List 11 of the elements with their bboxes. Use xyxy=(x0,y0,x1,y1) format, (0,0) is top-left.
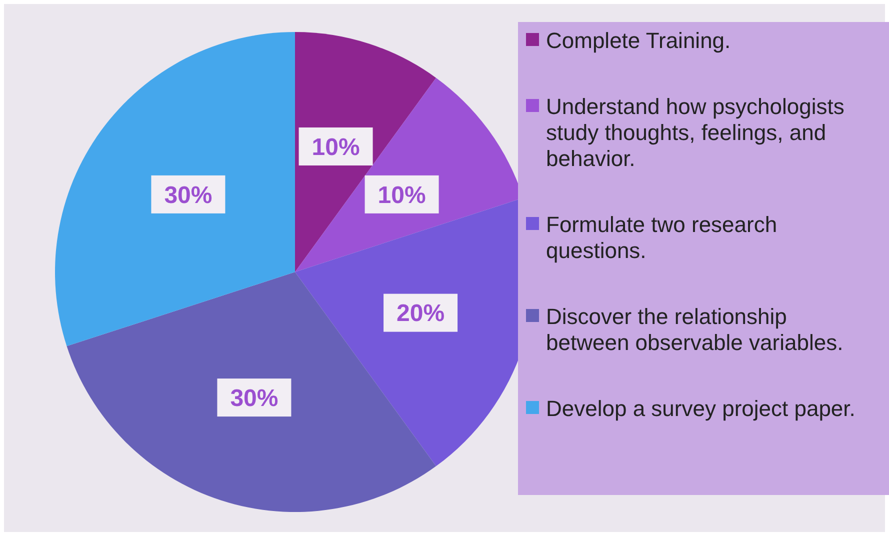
data-label: 20% xyxy=(396,300,445,328)
data-label: 30% xyxy=(164,182,212,209)
legend-label: Complete Training. xyxy=(546,28,731,53)
data-label: 30% xyxy=(230,384,278,412)
data-label: 10% xyxy=(312,134,360,161)
legend-label: Formulate two research questions. xyxy=(546,212,778,263)
legend-label: Understand how psychologists study thoughts, feelings, and behavior. xyxy=(546,94,844,171)
data-label: 10% xyxy=(378,182,426,209)
legend-label: Discover the relationship between observable variables. xyxy=(546,304,844,355)
pie-slice xyxy=(55,32,295,346)
legend-label: Develop a survey project paper. xyxy=(546,396,856,421)
